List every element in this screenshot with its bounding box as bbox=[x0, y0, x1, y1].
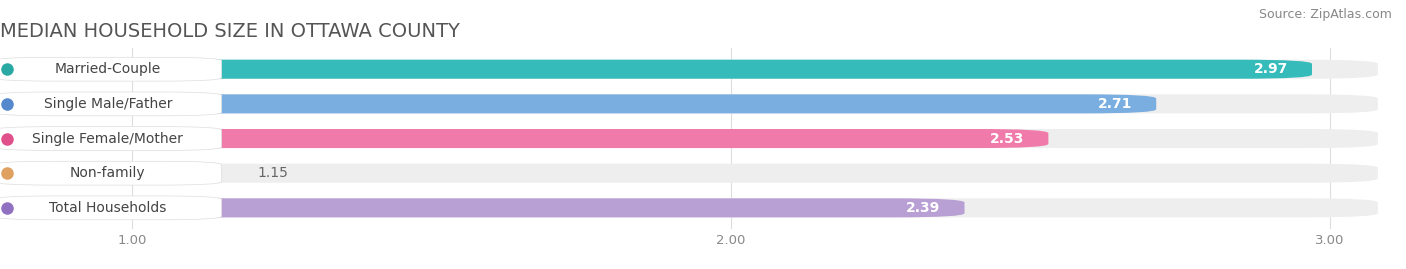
Text: 2.97: 2.97 bbox=[1254, 62, 1288, 76]
FancyBboxPatch shape bbox=[0, 60, 1378, 79]
FancyBboxPatch shape bbox=[0, 198, 965, 217]
FancyBboxPatch shape bbox=[0, 127, 222, 150]
FancyBboxPatch shape bbox=[0, 94, 1378, 114]
FancyBboxPatch shape bbox=[0, 164, 1378, 183]
Text: 2.53: 2.53 bbox=[990, 132, 1025, 146]
FancyBboxPatch shape bbox=[0, 60, 1312, 79]
Text: Married-Couple: Married-Couple bbox=[55, 62, 160, 76]
FancyBboxPatch shape bbox=[0, 92, 222, 116]
FancyBboxPatch shape bbox=[0, 161, 222, 185]
Text: MEDIAN HOUSEHOLD SIZE IN OTTAWA COUNTY: MEDIAN HOUSEHOLD SIZE IN OTTAWA COUNTY bbox=[0, 22, 460, 41]
Text: Single Female/Mother: Single Female/Mother bbox=[32, 132, 183, 146]
Text: Source: ZipAtlas.com: Source: ZipAtlas.com bbox=[1258, 8, 1392, 21]
Text: Non-family: Non-family bbox=[70, 166, 146, 180]
Text: Single Male/Father: Single Male/Father bbox=[44, 97, 172, 111]
Text: 1.15: 1.15 bbox=[257, 166, 288, 180]
FancyBboxPatch shape bbox=[0, 164, 222, 183]
FancyBboxPatch shape bbox=[0, 198, 1378, 217]
Text: Total Households: Total Households bbox=[49, 201, 166, 215]
Text: 2.39: 2.39 bbox=[907, 201, 941, 215]
FancyBboxPatch shape bbox=[0, 129, 1049, 148]
FancyBboxPatch shape bbox=[0, 129, 1378, 148]
FancyBboxPatch shape bbox=[0, 196, 222, 220]
FancyBboxPatch shape bbox=[0, 57, 222, 81]
FancyBboxPatch shape bbox=[0, 94, 1156, 114]
Text: 2.71: 2.71 bbox=[1098, 97, 1132, 111]
